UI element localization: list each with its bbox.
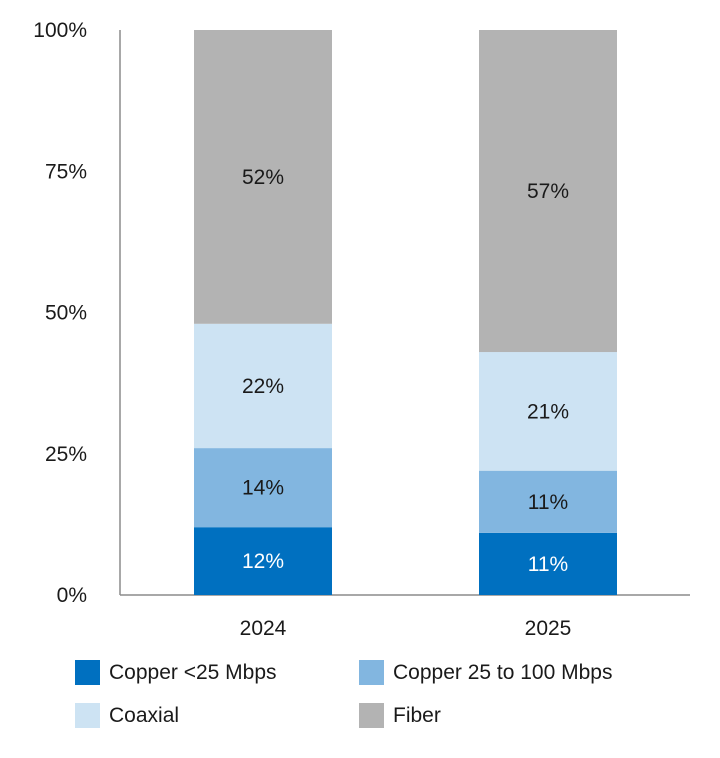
legend-item-copper-25-100: Copper 25 to 100 Mbps (359, 660, 612, 685)
x-axis: 2024 2025 (120, 594, 690, 640)
legend-item-fiber: Fiber (359, 703, 441, 728)
legend-swatch (359, 660, 384, 685)
bar-data-label: 57% (527, 180, 569, 203)
bar-segment (194, 448, 332, 528)
legend-swatch (75, 660, 100, 685)
legend-swatch (359, 703, 384, 728)
bar-segment (479, 532, 617, 595)
bar-segment (479, 352, 617, 471)
bar-data-label: 11% (528, 491, 568, 514)
y-tick-label: 50% (45, 302, 87, 325)
legend-label: Copper <25 Mbps (109, 660, 277, 684)
bar-data-label: 52% (242, 166, 284, 189)
bar-data-label: 22% (242, 375, 284, 398)
bar-segment (194, 30, 332, 324)
y-axis: 0% 25% 50% 75% 100% (33, 19, 121, 607)
legend-swatch (75, 703, 100, 728)
bar-data-label: 11% (528, 553, 568, 576)
bars (194, 30, 617, 595)
y-tick-label: 100% (33, 19, 87, 42)
legend-label: Coaxial (109, 703, 180, 727)
bar-data-label: 21% (527, 400, 569, 423)
x-tick-label: 2025 (525, 617, 572, 640)
bar-segment (194, 527, 332, 595)
bar-data-label: 12% (242, 550, 284, 573)
bar-segment (479, 470, 617, 533)
bar-data-labels: 12% 14% 22% 52% 11% 11% 21% 57% (242, 166, 569, 576)
legend-label: Fiber (393, 703, 441, 727)
bar-segment (194, 323, 332, 449)
legend-item-copper-lt-25: Copper <25 Mbps (75, 660, 277, 685)
legend-label: Copper 25 to 100 Mbps (393, 660, 613, 684)
legend-item-coaxial: Coaxial (75, 703, 179, 728)
bar-segment (479, 30, 617, 353)
y-tick-label: 0% (57, 584, 87, 607)
y-tick-label: 75% (45, 160, 87, 183)
y-tick-label: 25% (45, 443, 87, 466)
bar-data-label: 14% (242, 477, 284, 500)
x-tick-label: 2024 (240, 617, 287, 640)
